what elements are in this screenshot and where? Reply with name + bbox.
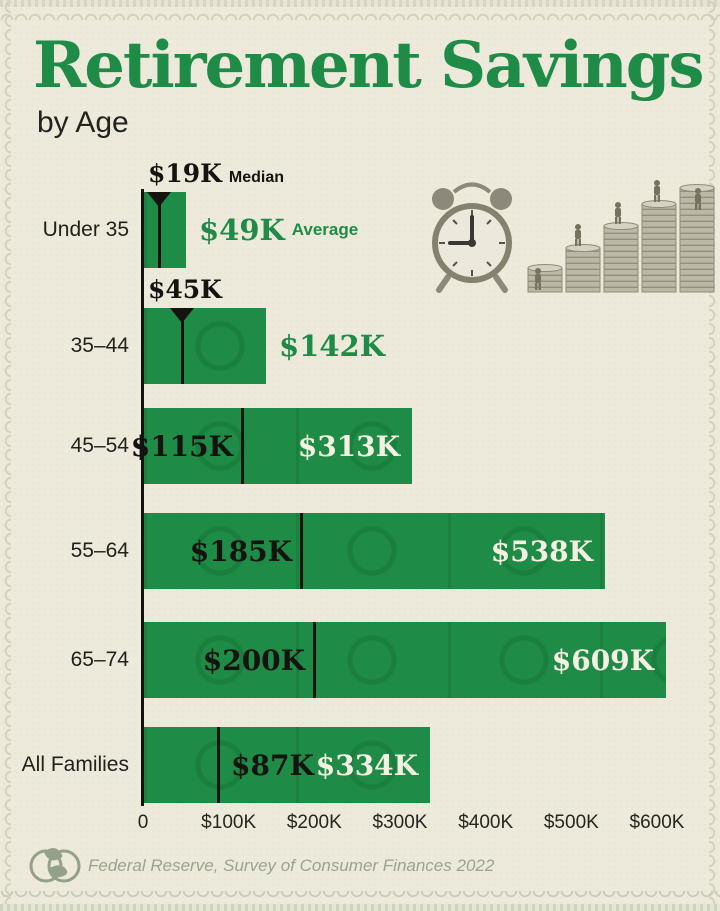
median-word-label: Median xyxy=(228,169,285,186)
bar-row-45-54: 45–54 $115K $313K xyxy=(0,408,720,484)
x-axis-tick: 0 xyxy=(137,812,149,833)
median-callout: $45K xyxy=(148,275,222,304)
x-axis-tick: $200K xyxy=(286,812,342,833)
average-value-label: $334K xyxy=(315,748,418,782)
average-value-label: $142K xyxy=(279,329,385,363)
bar-row-55-64: 55–64 $185K $538K xyxy=(0,513,720,589)
average-callout: $142K xyxy=(279,308,385,384)
median-marker-arrow-icon xyxy=(147,192,171,207)
average-bar: $185K $538K xyxy=(144,513,605,589)
median-value-label: $200K xyxy=(202,643,305,677)
average-word-label: Average xyxy=(291,220,359,239)
alarm-clock-icon xyxy=(432,182,512,293)
bar-row-under-35: Under 35 $19K Median $49K Average xyxy=(0,159,720,268)
average-bar: $200K $609K xyxy=(144,622,666,698)
x-axis-tick: $600K xyxy=(629,812,685,833)
page-subtitle: by Age xyxy=(37,106,129,139)
decorative-border-top-band xyxy=(0,0,720,7)
median-marker-line xyxy=(241,408,244,484)
average-value-label: $49K xyxy=(199,213,285,247)
tiny-people-icons xyxy=(535,180,701,290)
bar-row-all-families: All Families $87K $334K xyxy=(0,727,720,803)
median-marker-line xyxy=(217,727,220,803)
page-title: Retirement Savings xyxy=(33,28,705,103)
average-callout: $49K Average xyxy=(199,192,358,268)
category-label: All Families xyxy=(21,753,129,776)
decorative-stitch-bottom xyxy=(0,891,720,904)
median-marker-line xyxy=(181,308,184,384)
median-value-label: $87K xyxy=(231,748,314,782)
median-value-label: $19K xyxy=(148,159,222,188)
median-value-label: $115K xyxy=(130,429,233,463)
x-axis-tick: $400K xyxy=(458,812,514,833)
median-marker-line xyxy=(313,622,316,698)
average-bar: $115K $313K xyxy=(130,408,412,484)
x-axis-tick: $100K xyxy=(201,812,257,833)
clock-and-coins-illustration xyxy=(432,180,715,293)
median-value-label: $185K xyxy=(189,534,292,568)
x-axis-tick: $300K xyxy=(372,812,428,833)
median-marker-arrow-icon xyxy=(170,308,194,323)
category-label: Under 35 xyxy=(42,218,129,241)
category-label: 65–74 xyxy=(70,648,129,671)
median-marker-line xyxy=(158,192,161,268)
decorative-stitch-top xyxy=(0,7,720,20)
category-label: 35–44 xyxy=(70,334,129,357)
x-axis: 0 $100K $200K $300K $400K $500K $600K xyxy=(0,812,720,836)
category-label: 45–54 xyxy=(70,434,129,457)
x-axis-tick: $500K xyxy=(543,812,599,833)
bar-row-35-44: 35–44 $45K $142K xyxy=(0,275,720,384)
bar-row-65-74: 65–74 $200K $609K xyxy=(0,622,720,698)
category-label: 55–64 xyxy=(70,539,129,562)
average-value-label: $538K xyxy=(490,534,593,568)
source-text: Federal Reserve, Survey of Consumer Fina… xyxy=(88,856,495,875)
median-callout: $19K Median xyxy=(148,159,284,188)
average-value-label: $313K xyxy=(297,429,400,463)
average-value-label: $609K xyxy=(551,643,654,677)
average-bar: $45K $142K xyxy=(144,275,385,384)
average-bar: $87K $334K xyxy=(144,727,430,803)
decorative-border-bottom-band xyxy=(0,904,720,911)
median-value-label: $45K xyxy=(148,275,222,304)
median-marker-line xyxy=(300,513,303,589)
y-axis-line xyxy=(141,189,144,806)
publisher-logo-icon xyxy=(29,848,81,883)
average-bar: $19K Median $49K Average xyxy=(144,159,358,268)
